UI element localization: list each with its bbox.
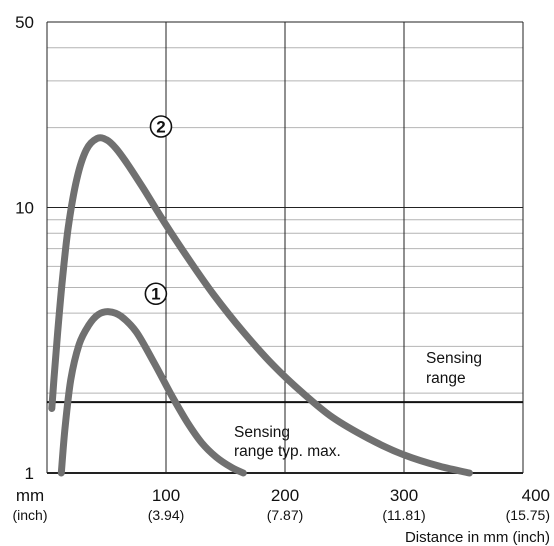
x-tick-label: 100 — [152, 486, 180, 505]
x-tick-sublabel: (11.81) — [382, 507, 425, 523]
x-tick-sublabel: (3.94) — [148, 507, 185, 523]
x-unit-label: mm — [16, 486, 44, 505]
y-tick-label: 10 — [15, 199, 34, 218]
x-tick-sublabel: (7.87) — [267, 507, 304, 523]
x-tick-sublabel: (15.75) — [506, 507, 550, 523]
labels: mm (inch) Distance in mm (inch) Sensing … — [12, 13, 550, 546]
x-tick-label: 300 — [390, 486, 418, 505]
x-tick-label: 400 — [522, 486, 550, 505]
series-marker-label: 1 — [151, 285, 160, 304]
series-marker-label: 2 — [156, 118, 165, 137]
y-tick-label: 1 — [25, 464, 34, 483]
series-line-1 — [57, 308, 247, 477]
series-marker-circle — [144, 282, 168, 306]
y-tick-label: 50 — [15, 13, 34, 32]
series-marker-circle — [149, 115, 173, 138]
annotation-label-1: Sensing — [234, 424, 290, 441]
annotation-label-2: range typ. max. — [234, 443, 341, 460]
grid — [47, 21, 524, 474]
x-tick-label: 200 — [271, 486, 299, 505]
data-series — [48, 134, 473, 477]
x-unit-sublabel: (inch) — [12, 507, 47, 523]
reference-line-label-2: range — [426, 370, 466, 387]
series-line-2 — [48, 134, 473, 477]
axes — [46, 22, 523, 474]
reference-line-label-1: Sensing — [426, 350, 482, 367]
x-axis-title: Distance in mm (inch) — [405, 529, 550, 546]
